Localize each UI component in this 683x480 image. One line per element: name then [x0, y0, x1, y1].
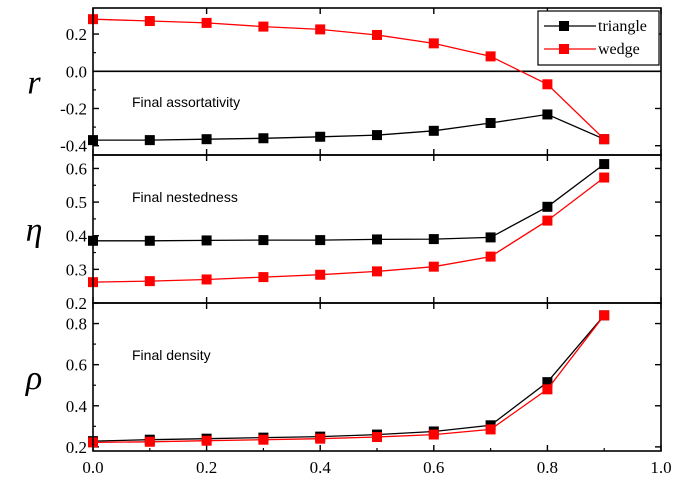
y-axis-label: η: [26, 212, 43, 249]
data-point-wedge: [542, 79, 553, 90]
series-line-triangle: [92, 314, 605, 442]
data-point-wedge: [599, 134, 610, 145]
data-point-triangle: [258, 133, 269, 144]
data-point-wedge: [485, 51, 496, 62]
x-tick-label: 0.6: [423, 458, 444, 477]
data-point-wedge: [542, 215, 553, 226]
data-point-triangle: [485, 117, 496, 128]
data-point-triangle: [372, 234, 382, 245]
y-tick-label: 0.4: [66, 397, 88, 416]
y-tick-label: 0.3: [66, 260, 87, 279]
y-tick-label: 0.2: [66, 294, 87, 313]
x-tick-label: 1.0: [650, 458, 671, 477]
x-tick-label: 0.8: [537, 458, 558, 477]
series-line-wedge: [92, 176, 605, 283]
data-point-wedge: [201, 274, 212, 285]
data-point-triangle: [599, 159, 610, 170]
y-tick-label: 0.6: [66, 159, 87, 178]
data-point-triangle: [201, 235, 212, 246]
panel-2: 0.2 0.3 0.4 0.5 0.6 η Final nestedness: [26, 154, 662, 313]
panel-annotation: Final density: [132, 347, 211, 363]
data-point-triangle: [542, 109, 553, 120]
y-tick-label: 0.0: [66, 62, 87, 81]
y-tick-label: 0.5: [66, 193, 87, 212]
data-point-wedge: [542, 384, 553, 395]
data-point-wedge: [372, 266, 382, 277]
data-point-wedge: [258, 272, 269, 283]
y-tick-label: -0.2: [60, 99, 87, 118]
y-tick-label: -0.4: [60, 137, 87, 156]
panel-annotation: Final nestedness: [132, 189, 238, 205]
data-point-wedge: [599, 310, 610, 321]
data-point-triangle: [485, 232, 496, 243]
data-point-wedge: [201, 435, 212, 446]
y-tick-label: 0.2: [66, 25, 87, 44]
data-point-wedge: [428, 261, 439, 272]
data-point-wedge: [372, 29, 382, 40]
x-tick-label: 0.4: [310, 458, 332, 477]
data-point-wedge: [485, 424, 496, 435]
series-line-triangle: [93, 163, 605, 242]
legend-label-wedge: wedge: [598, 41, 640, 58]
legend-label-triangle: triangle: [598, 18, 647, 35]
data-point-wedge: [315, 24, 326, 35]
y-axis-label: r: [27, 65, 41, 102]
data-point-triangle: [144, 135, 155, 146]
data-point-wedge: [144, 16, 155, 27]
data-point-triangle: [144, 235, 155, 246]
data-point-wedge: [315, 433, 326, 444]
panel-annotation: Final assortativity: [132, 94, 240, 110]
panel-1: -0.4 -0.2 0.0 0.2 r Final assortativity: [27, 7, 662, 156]
data-point-triangle: [315, 235, 326, 246]
data-point-wedge: [428, 429, 439, 440]
data-point-wedge: [144, 276, 155, 287]
data-point-wedge: [201, 17, 212, 28]
panel-frame: [92, 302, 662, 452]
data-point-wedge: [258, 434, 269, 445]
data-point-wedge: [372, 432, 382, 443]
data-point-wedge: [599, 172, 610, 183]
data-point-wedge: [315, 269, 326, 280]
data-point-triangle: [258, 235, 269, 246]
data-point-triangle: [428, 125, 439, 136]
x-tick-label: 0.2: [196, 458, 217, 477]
y-tick-label: 0.6: [66, 356, 87, 375]
data-point-wedge: [485, 251, 496, 262]
y-axis-label: ρ: [25, 360, 42, 397]
series-line-triangle: [93, 113, 605, 141]
data-point-wedge: [144, 436, 155, 447]
data-point-triangle: [201, 134, 212, 145]
data-point-triangle: [372, 130, 382, 141]
data-point-triangle: [428, 234, 439, 245]
series-line-wedge: [92, 18, 605, 140]
y-tick-label: 0.4: [66, 227, 88, 246]
data-point-wedge: [258, 21, 269, 32]
data-point-triangle: [315, 131, 326, 142]
data-point-triangle: [542, 377, 553, 388]
legend-marker-triangle: [559, 21, 569, 31]
y-tick-label: 0.2: [66, 438, 87, 457]
legend-marker-wedge: [559, 44, 569, 54]
y-tick-label: 0.8: [66, 315, 87, 334]
legend: triangle wedge: [537, 10, 660, 66]
panel-3: 0.2 0.4 0.6 0.8 ρ Final density: [25, 302, 662, 457]
series-line-wedge: [92, 314, 605, 444]
data-point-wedge: [428, 38, 439, 49]
data-point-triangle: [542, 201, 553, 212]
legend-frame: [537, 10, 660, 66]
x-tick-label: 0.0: [82, 458, 103, 477]
